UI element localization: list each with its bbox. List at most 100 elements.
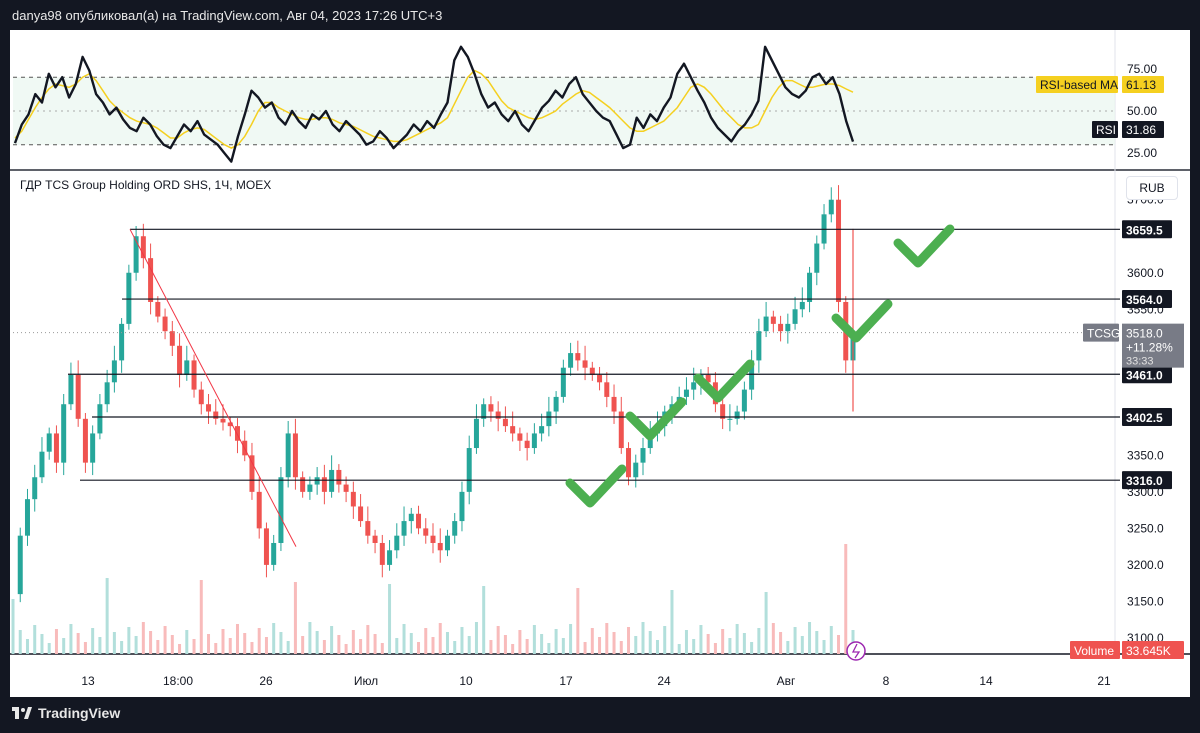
- volume-bar: [264, 637, 268, 654]
- volume-bar: [482, 586, 486, 654]
- volume-bar: [808, 622, 812, 654]
- candle-body: [263, 528, 269, 565]
- volume-bar: [351, 630, 355, 654]
- volume-bar: [547, 643, 551, 654]
- volume-bar: [207, 634, 211, 654]
- tradingview-logo[interactable]: TradingView: [12, 705, 120, 721]
- candle-body: [691, 382, 697, 390]
- volume-bar: [373, 634, 377, 654]
- candle-body: [495, 411, 501, 419]
- volume-bar: [554, 629, 558, 654]
- volume-bar: [431, 637, 435, 654]
- check-mark-1: [625, 397, 687, 441]
- volume-bar: [793, 627, 797, 654]
- candle-body: [546, 411, 552, 427]
- volume-bar: [330, 626, 334, 654]
- volume-bar: [786, 641, 790, 654]
- candle-body: [539, 426, 545, 434]
- volume-bar: [199, 580, 203, 654]
- check-mark-3: [831, 299, 893, 343]
- rsi-axis-label-0: 75.00: [1127, 62, 1157, 76]
- rsi-name-badge-bg: [1092, 121, 1118, 138]
- volume-name-badge-bg: [1070, 641, 1120, 659]
- candle-body: [75, 375, 81, 419]
- volume-bar: [25, 639, 29, 654]
- time-axis-label-9: 14: [979, 674, 993, 688]
- candle-body: [300, 477, 306, 492]
- candle-body: [53, 433, 59, 463]
- candle-body: [162, 316, 168, 332]
- volume-bar: [69, 624, 73, 654]
- volume-bar: [699, 625, 703, 654]
- candle-body: [734, 411, 740, 419]
- volume-bar: [279, 632, 283, 654]
- rsi-ma-value-badge-bg: [1122, 76, 1164, 93]
- volume-bar: [569, 624, 573, 654]
- candle-body: [148, 258, 154, 302]
- volume-bar: [684, 630, 688, 654]
- price-axis-label-1: 3600.0: [1127, 266, 1164, 280]
- candle-body: [799, 301, 805, 310]
- volume-bar: [721, 629, 725, 654]
- candle-body: [437, 542, 443, 551]
- publish-header: danya98 опубликовал(а) на TradingView.co…: [0, 0, 1200, 30]
- lightning-icon: [851, 643, 861, 659]
- currency-button[interactable]: RUB: [1126, 176, 1178, 200]
- candle-body: [749, 360, 755, 390]
- volume-bar: [677, 644, 681, 654]
- volume-value-badge-bg: [1122, 641, 1184, 659]
- candle-body: [705, 375, 711, 383]
- candle-body: [155, 301, 161, 317]
- candle-body: [278, 477, 284, 543]
- candle-body: [24, 499, 30, 536]
- volume-bar: [417, 642, 421, 654]
- rsi-axis-label-2: 25.00: [1127, 146, 1157, 160]
- volume-bar: [438, 623, 442, 654]
- volume-bar: [453, 641, 457, 654]
- volume-bar: [134, 636, 138, 654]
- volume-bar: [663, 626, 667, 654]
- candle-body: [611, 396, 617, 412]
- candle-body: [589, 367, 595, 376]
- volume-bar: [583, 642, 587, 654]
- volume-bar: [598, 637, 602, 654]
- ticker-badge-bg: [1122, 323, 1184, 368]
- volume-bar: [40, 634, 44, 654]
- volume-bar: [837, 635, 841, 654]
- candle-body: [358, 506, 364, 522]
- volume-bar: [735, 624, 739, 654]
- volume-bar: [424, 628, 428, 654]
- volume-bar: [76, 633, 80, 654]
- candle-body: [618, 411, 624, 449]
- candle-body: [430, 535, 436, 543]
- volume-bar: [163, 626, 167, 654]
- candle-body: [582, 360, 588, 368]
- candle-body: [119, 323, 125, 361]
- volume-bar: [62, 638, 66, 654]
- candle-body: [307, 484, 313, 492]
- volume-bar: [771, 623, 775, 654]
- volume-name-badge: Volume: [1074, 644, 1114, 658]
- candle-body: [206, 404, 212, 412]
- check-mark-0: [565, 464, 627, 508]
- time-axis-label-3: Июл: [354, 674, 378, 688]
- rsi-ma-value-badge: 61.13: [1126, 78, 1156, 92]
- volume-bar: [409, 633, 413, 654]
- chart-frame[interactable]: 75.00 50.00 25.00 RSI-based MA 61.13 RSI 31.86…: [10, 30, 1190, 697]
- candle-body: [481, 404, 487, 419]
- volume-bar: [525, 639, 529, 654]
- chart-svg[interactable]: 75.00 50.00 25.00 RSI-based MA 61.13 RSI 31.86…: [10, 30, 1190, 697]
- candle-body: [640, 448, 646, 463]
- volume-bar: [235, 624, 239, 654]
- level-badge-0: 3659.5: [1126, 223, 1163, 237]
- candle-body: [372, 535, 378, 543]
- volume-bar: [395, 638, 399, 654]
- time-axis-label-2: 26: [259, 674, 273, 688]
- ticker-price: 3518.0: [1126, 327, 1163, 341]
- tradingview-logo-icon: [12, 707, 32, 719]
- candle-body: [488, 404, 494, 412]
- candle-body: [321, 477, 327, 492]
- time-axis-label-0: 13: [81, 674, 95, 688]
- candle-body: [683, 389, 689, 397]
- volume-bar: [619, 641, 623, 654]
